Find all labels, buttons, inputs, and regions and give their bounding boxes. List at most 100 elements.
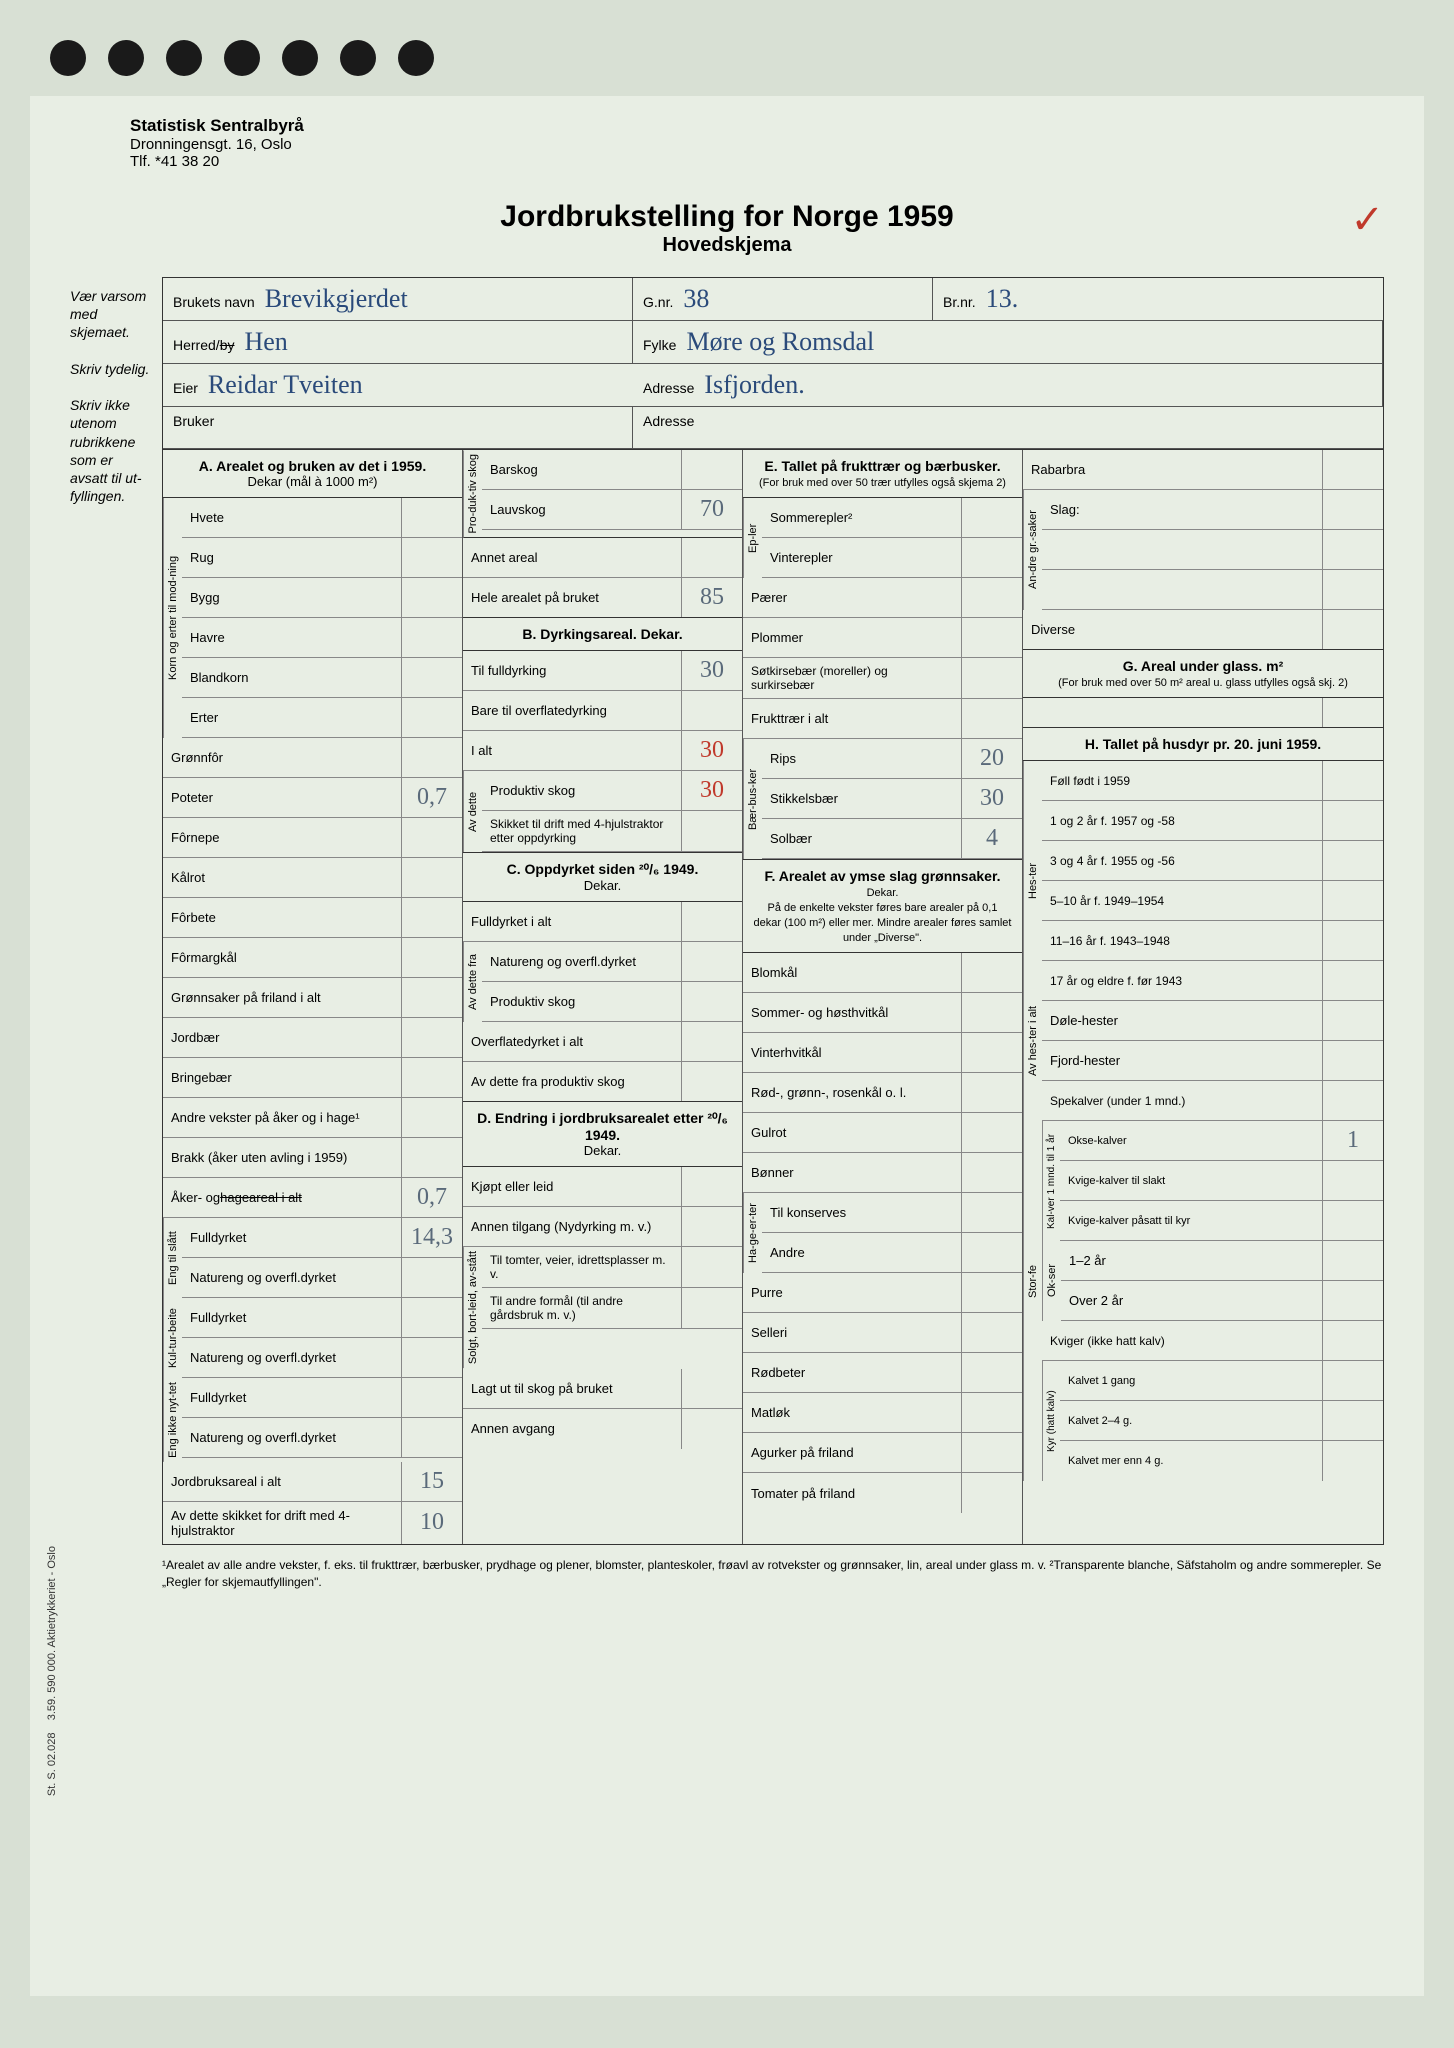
lbl-sommerepler: Sommerepler²	[762, 498, 962, 537]
margin-note-1: Vær varsom med skjemaet.	[70, 287, 150, 342]
group-kulturbeite: Kul-tur-beite	[163, 1298, 182, 1378]
form-area: Brukets navnBrevikgjerdet G.nr.38 Br.nr.…	[162, 277, 1384, 1590]
group-baerbusker: Bær-bus-ker	[743, 739, 762, 859]
letterhead: Statistisk Sentralbyrå Dronningensgt. 16…	[130, 116, 1384, 170]
sec-G-head: G. Areal under glass. m² (For bruk med o…	[1023, 650, 1383, 698]
lbl-erter: Erter	[182, 698, 402, 737]
sec-D-head: D. Endring i jordbruksarealet etter ²⁰/₆…	[463, 1102, 742, 1167]
lbl-aker-hage: Åker- og hageareal i alt	[163, 1178, 402, 1217]
margin-note-3: Skriv ikke utenom rubrikkene som er avsa…	[70, 396, 150, 505]
page-title: Jordbrukstelling for Norge 1959	[70, 200, 1384, 234]
lbl-formargkal: Fôrmargkål	[163, 938, 402, 977]
lbl-hest-1-2: 1 og 2 år f. 1957 og -58	[1042, 801, 1323, 840]
group-eng-ikke: Eng ikke nyt-tet	[163, 1378, 182, 1462]
val-lauvskog: 70	[682, 490, 742, 529]
lbl-slag: Slag:	[1042, 490, 1323, 529]
val-fylke: Møre og Romsdal	[686, 327, 1372, 357]
lbl-kalrot: Kålrot	[163, 858, 402, 897]
lbl-d-lagt-ut: Lagt ut til skog på bruket	[463, 1369, 682, 1408]
lbl-brakk: Brakk (åker uten avling i 1959)	[163, 1138, 402, 1177]
lbl-bygg: Bygg	[182, 578, 402, 617]
val-brnr: 13.	[986, 284, 1373, 314]
lbl-solbaer: Solbær	[762, 819, 962, 858]
lbl-vinter-hvitkal: Vinterhvitkål	[743, 1033, 962, 1072]
main-form-grid: A. Arealet og bruken av det i 1959. Deka…	[162, 449, 1384, 1545]
lbl-blandkorn: Blandkorn	[182, 658, 402, 697]
val-rips: 20	[962, 739, 1022, 778]
lbl-jordbruk-alt: Jordbruksareal i alt	[163, 1462, 402, 1501]
lbl-spekalver: Spekalver (under 1 mnd.)	[1042, 1081, 1323, 1120]
lbl-kult-nat: Natureng og overfl.dyrket	[182, 1338, 402, 1377]
lbl-matlok: Matløk	[743, 1393, 962, 1432]
lbl-brukets-navn: Brukets navn	[173, 294, 255, 310]
lbl-rodbeter: Rødbeter	[743, 1353, 962, 1392]
sec-F-head: F. Arealet av ymse slag grønnsaker. Deka…	[743, 860, 1022, 953]
lbl-d-kjopt: Kjøpt eller leid	[463, 1167, 682, 1206]
lbl-hest-11-16: 11–16 år f. 1943–1948	[1042, 921, 1323, 960]
lbl-d-annen-avgang: Annen avgang	[463, 1409, 682, 1449]
lbl-andre-erter: Andre	[762, 1233, 962, 1272]
val-oksekalver: 1	[1323, 1121, 1383, 1160]
val-poteter: 0,7	[402, 778, 462, 817]
lbl-hest-5-10: 5–10 år f. 1949–1954	[1042, 881, 1323, 920]
val-b-prodskog: 30	[682, 771, 742, 810]
group-kalver: Kal-ver 1 mnd. til 1 år	[1042, 1121, 1060, 1241]
lbl-foll: Føll født i 1959	[1042, 761, 1323, 800]
lbl-c-prodskog: Produktiv skog	[482, 982, 682, 1021]
lbl-forbete: Fôrbete	[163, 898, 402, 937]
lbl-gulrot: Gulrot	[743, 1113, 962, 1152]
lbl-bringebaer: Bringebær	[163, 1058, 402, 1097]
lbl-herred: Herred/by	[173, 337, 234, 353]
lbl-fylke: Fylke	[643, 337, 676, 353]
val-adresse: Isfjorden.	[704, 370, 1372, 400]
group-okser: Ok-ser	[1042, 1241, 1061, 1321]
lbl-rips: Rips	[762, 739, 962, 778]
column-EF: E. Tallet på frukttrær og bærbusker. (Fo…	[743, 450, 1023, 1544]
org-addr2: Tlf. *41 38 20	[130, 153, 1384, 170]
check-mark-icon: ✓	[1350, 196, 1384, 243]
lbl-bonner: Bønner	[743, 1153, 962, 1192]
group-kyr: Kyr (hatt kalv)	[1042, 1361, 1060, 1481]
lbl-engikke-nat: Natureng og overfl.dyrket	[182, 1418, 402, 1457]
group-hageerter: Ha-ge-er-ter	[743, 1193, 762, 1273]
group-hester: Hes-ter	[1023, 761, 1042, 1001]
lbl-b-prodskog: Produktiv skog	[482, 771, 682, 810]
group-av-hester: Av hes-ter i alt	[1023, 1001, 1042, 1081]
val-jordbruk-alt: 15	[402, 1462, 462, 1501]
lbl-c-natureng: Natureng og overfl.dyrket	[482, 942, 682, 981]
punch-holes	[50, 40, 1424, 76]
lbl-vinterepler: Vinterepler	[762, 538, 962, 577]
lbl-kviger-ikke: Kviger (ikke hatt kalv)	[1042, 1321, 1323, 1360]
val-b-fulldyrk: 30	[682, 651, 742, 690]
lbl-adresse: Adresse	[643, 380, 694, 396]
lbl-rug: Rug	[182, 538, 402, 577]
lbl-bruker: Bruker	[173, 413, 214, 429]
column-A: A. Arealet og bruken av det i 1959. Deka…	[163, 450, 463, 1544]
group-b-avdette: Av dette	[463, 771, 482, 852]
margin-note-2: Skriv tydelig.	[70, 360, 150, 378]
side-print-info: St. S. 02.028 3.59. 590 000. Aktietrykke…	[46, 1546, 58, 1796]
lbl-kult-full: Fulldyrket	[182, 1298, 402, 1337]
lbl-selleri: Selleri	[743, 1313, 962, 1352]
lbl-havre: Havre	[182, 618, 402, 657]
group-c-avdette: Av dette fra	[463, 942, 482, 1022]
lbl-kalvet-mer: Kalvet mer enn 4 g.	[1060, 1441, 1323, 1481]
page-subtitle: Hovedskjema	[70, 234, 1384, 257]
lbl-frukt-alt: Frukttrær i alt	[743, 699, 962, 738]
column-GH: Rabarbra An-dre gr.-saker Slag: Diverse …	[1023, 450, 1383, 1544]
lbl-c-fulldyrk: Fulldyrket i alt	[463, 902, 682, 941]
org-addr1: Dronningensgt. 16, Oslo	[130, 136, 1384, 153]
val-herred: Hen	[244, 327, 622, 357]
lbl-barskog: Barskog	[482, 450, 682, 489]
val-brukets-navn: Brevikgjerdet	[265, 284, 622, 314]
lbl-purre: Purre	[743, 1273, 962, 1312]
lbl-rabarbra: Rabarbra	[1023, 450, 1323, 489]
lbl-adresse2: Adresse	[643, 413, 694, 429]
lbl-engikke-full: Fulldyrket	[182, 1378, 402, 1417]
lbl-gnr: G.nr.	[643, 294, 673, 310]
lbl-b-fulldyrk: Til fulldyrking	[463, 651, 682, 690]
lbl-d-tomter: Til tomter, veier, idrettsplasser m. v.	[482, 1247, 682, 1287]
lbl-kirsebaer: Søtkirsebær (moreller) og surkirsebær	[743, 658, 962, 698]
lbl-hvete: Hvete	[182, 498, 402, 537]
lbl-d-andre-formal: Til andre formål (til andre gårdsbruk m.…	[482, 1288, 682, 1328]
